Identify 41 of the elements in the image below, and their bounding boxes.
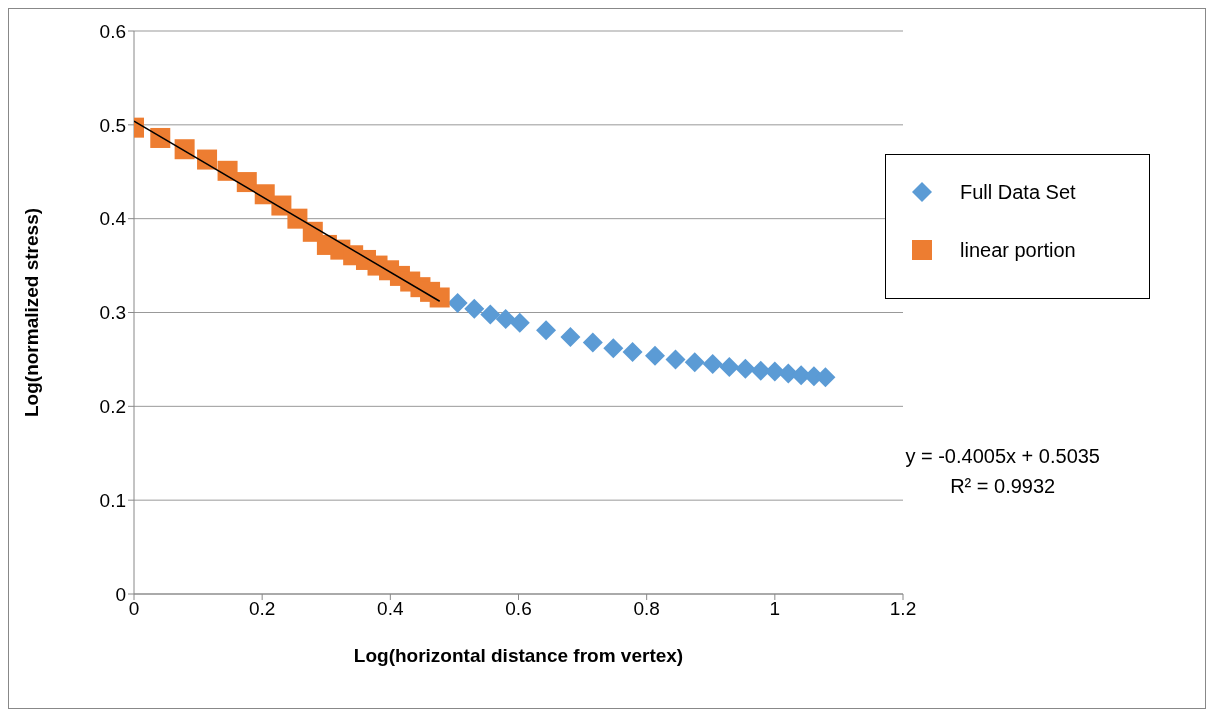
- point: [603, 338, 624, 359]
- point: [509, 312, 530, 333]
- point: [536, 320, 557, 341]
- y-tick-label: 0.2: [99, 396, 126, 418]
- point: [217, 160, 238, 181]
- y-tick-label: 0.4: [99, 208, 127, 230]
- y-tick-label: 0: [115, 583, 126, 605]
- text: R² = 0.9932: [949, 474, 1057, 499]
- point: [702, 354, 723, 375]
- x-tick-label: 0.4: [377, 598, 404, 620]
- point: [665, 349, 686, 370]
- x-tick-label: 1.2: [889, 598, 917, 620]
- point: [560, 326, 581, 347]
- point: [645, 345, 665, 366]
- point: [750, 360, 771, 381]
- point: [447, 293, 468, 314]
- x-tick-label: 0.8: [633, 598, 660, 620]
- x-tick-label: 1: [769, 598, 781, 620]
- point: [174, 139, 195, 160]
- y-axis-title: Log(normalized stress): [20, 207, 42, 418]
- point: [150, 127, 171, 148]
- point: [622, 341, 643, 362]
- point: [429, 287, 450, 308]
- legend-label: Full Data Set: [960, 180, 1076, 204]
- x-tick-label: 0.6: [505, 598, 532, 620]
- point: [719, 356, 740, 377]
- x-axis-title: Log(horizontal distance from vertex): [353, 645, 684, 666]
- legend-label: linear portion: [960, 238, 1076, 262]
- point: [495, 309, 516, 330]
- y-tick-label: 0.5: [99, 114, 126, 136]
- y-tick-label: 0.1: [99, 489, 126, 511]
- point: [197, 149, 218, 170]
- text: y = -0.4005x + 0.5035: [905, 444, 1100, 469]
- point: [480, 304, 501, 325]
- point: [735, 358, 756, 379]
- point: [464, 298, 485, 319]
- y-tick-label: 0.6: [99, 20, 126, 42]
- point: [684, 352, 705, 373]
- y-tick-label: 0.3: [99, 302, 126, 324]
- point: [582, 332, 603, 353]
- x-tick-label: 0.2: [248, 598, 276, 620]
